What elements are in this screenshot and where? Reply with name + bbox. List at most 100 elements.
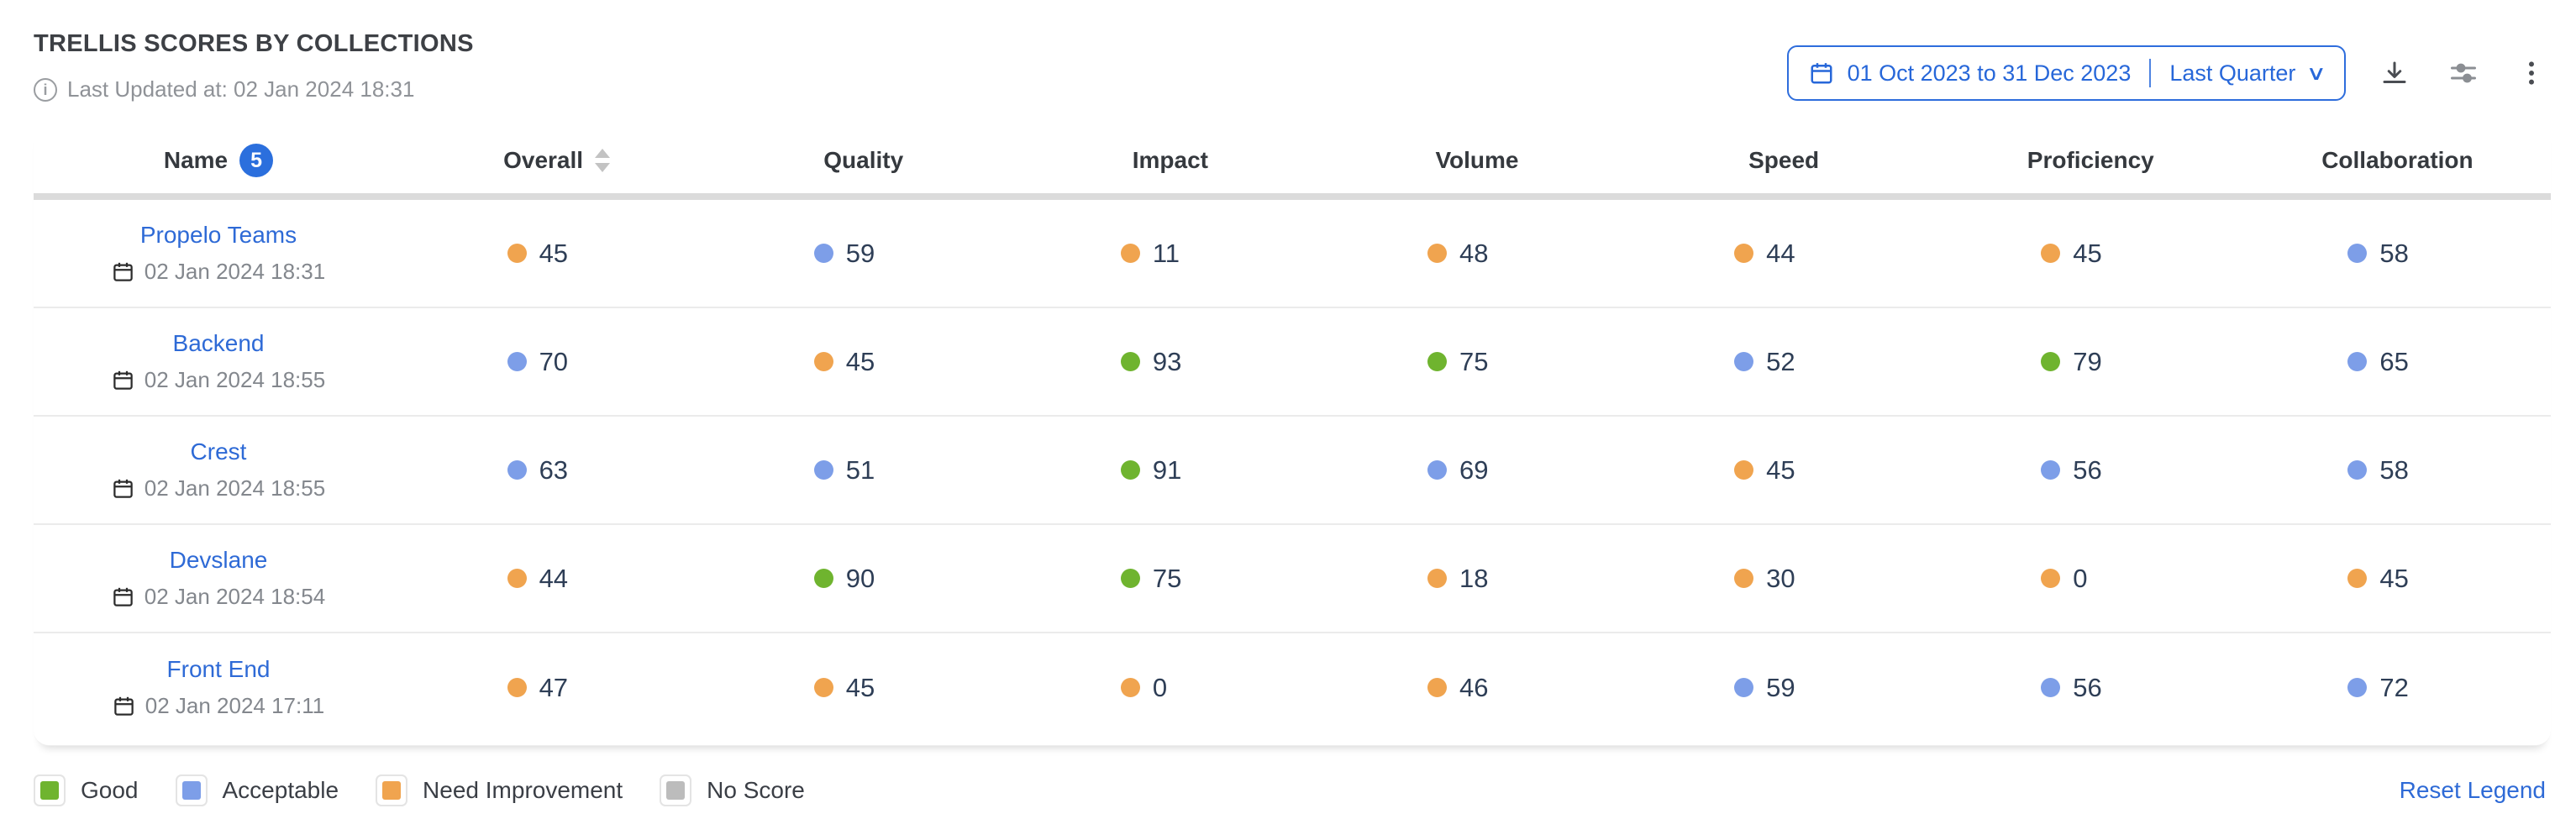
- score-value: 11: [1152, 238, 1180, 268]
- score-status-dot: [813, 569, 833, 588]
- score-value-group: 58: [2347, 455, 2447, 486]
- collection-name-link[interactable]: Backend: [172, 330, 265, 356]
- score-status-dot: [813, 352, 833, 371]
- score-status-dot: [1734, 569, 1754, 588]
- score-value: 63: [539, 454, 569, 485]
- score-value-group: 63: [507, 455, 607, 486]
- timestamp-text: 02 Jan 2024 17:11: [145, 693, 325, 718]
- score-value-group: 65: [2347, 347, 2447, 377]
- date-preset-text: Last Quarter: [2169, 60, 2296, 86]
- info-icon: i: [34, 77, 57, 102]
- score-status-dot: [2041, 460, 2061, 480]
- score-value-group: 51: [813, 455, 913, 486]
- date-range-text: 01 Oct 2023 to 31 Dec 2023: [1847, 60, 2132, 86]
- score-cell-speed: 30: [1631, 564, 1937, 594]
- score-value: 45: [539, 238, 569, 268]
- table-header-row: Name 5 Overall Quality Impact Volume Speed Prof…: [34, 128, 2551, 200]
- score-status-dot: [1120, 460, 1140, 480]
- score-cell-speed: 44: [1631, 239, 1937, 269]
- column-header-label: Quality: [823, 147, 904, 173]
- date-separator: [2149, 59, 2152, 87]
- page-title: TRELLIS SCORES BY COLLECTIONS: [34, 30, 474, 57]
- name-cell: Propelo Teams 02 Jan 2024 18:31: [34, 222, 403, 285]
- collection-name-link[interactable]: Propelo Teams: [139, 222, 297, 248]
- legend-label: No Score: [707, 777, 805, 803]
- legend-checkbox: [175, 774, 208, 806]
- score-value-group: 58: [2347, 239, 2447, 269]
- column-header-collaboration: Collaboration: [2244, 147, 2551, 174]
- score-value-group: 44: [507, 564, 607, 594]
- score-value: 45: [2379, 563, 2409, 593]
- score-cell-volume: 69: [1323, 455, 1630, 486]
- chevron-down-icon: ∨: [2305, 61, 2327, 85]
- score-status-dot: [2347, 678, 2368, 697]
- score-status-dot: [2041, 569, 2061, 588]
- column-header-label: Collaboration: [2321, 147, 2473, 173]
- timestamp-text: 02 Jan 2024 18:55: [144, 367, 326, 392]
- download-button[interactable]: [2374, 53, 2415, 93]
- legend-item-no_score[interactable]: No Score: [660, 774, 805, 806]
- score-cell-collaboration: 72: [2244, 673, 2551, 703]
- timestamp-text: 02 Jan 2024 18:31: [144, 259, 326, 284]
- row-updated-timestamp: 02 Jan 2024 18:31: [112, 259, 325, 285]
- score-value: 45: [2073, 238, 2102, 268]
- score-cell-collaboration: 58: [2244, 239, 2551, 269]
- score-status-dot: [507, 678, 527, 697]
- score-value: 58: [2379, 238, 2409, 268]
- row-updated-timestamp: 02 Jan 2024 17:11: [113, 693, 324, 719]
- column-header-label: Speed: [1748, 147, 1820, 173]
- date-range-button[interactable]: 01 Oct 2023 to 31 Dec 2023 Last Quarter …: [1786, 45, 2346, 101]
- score-status-dot: [1120, 678, 1140, 697]
- score-cell-overall: 47: [403, 673, 710, 703]
- table-row: Front End 02 Jan 2024 17:11 47 45 0 46 59 56 72: [34, 633, 2551, 742]
- collection-name-link[interactable]: Crest: [190, 438, 247, 465]
- score-status-dot: [1427, 569, 1447, 588]
- legend-item-need_improvement[interactable]: Need Improvement: [376, 774, 623, 806]
- score-status-dot: [507, 569, 527, 588]
- score-cell-quality: 45: [710, 347, 1017, 377]
- row-updated-timestamp: 02 Jan 2024 18:54: [112, 584, 325, 610]
- kebab-menu-icon: [2529, 61, 2534, 85]
- table-row: Devslane 02 Jan 2024 18:54 44 90 75 18 30 0 45: [34, 525, 2551, 633]
- legend-item-good[interactable]: Good: [34, 774, 139, 806]
- score-cell-quality: 51: [710, 455, 1017, 486]
- column-header-impact: Impact: [1017, 147, 1323, 174]
- settings-button[interactable]: [2443, 53, 2484, 93]
- score-cell-speed: 52: [1631, 347, 1937, 377]
- collection-name-link[interactable]: Devslane: [169, 547, 268, 573]
- score-value-group: 44: [1734, 239, 1833, 269]
- more-options-button[interactable]: [2512, 53, 2551, 93]
- widget-header: TRELLIS SCORES BY COLLECTIONS i Last Upd…: [34, 30, 2551, 102]
- score-value-group: 56: [2041, 455, 2140, 486]
- score-value: 59: [845, 238, 875, 268]
- calendar-icon: [112, 260, 134, 283]
- score-value: 59: [1766, 672, 1795, 702]
- collection-name-link[interactable]: Front End: [166, 656, 271, 682]
- legend-color-swatch: [666, 781, 686, 800]
- column-header-overall[interactable]: Overall: [403, 147, 710, 174]
- score-status-dot: [1120, 352, 1140, 371]
- column-header-label: Overall: [503, 147, 584, 173]
- score-cell-volume: 75: [1323, 347, 1630, 377]
- legend-item-acceptable[interactable]: Acceptable: [175, 774, 339, 806]
- reset-legend-link[interactable]: Reset Legend: [2399, 777, 2546, 803]
- column-header-quality: Quality: [710, 147, 1017, 174]
- calendar-icon: [112, 477, 134, 500]
- score-status-dot: [2041, 352, 2061, 371]
- score-status-dot: [2041, 678, 2061, 697]
- score-value-group: 56: [2041, 673, 2140, 703]
- score-value-group: 93: [1120, 346, 1220, 377]
- score-cell-impact: 75: [1017, 564, 1323, 594]
- score-status-dot: [1427, 678, 1447, 697]
- score-value: 93: [1152, 346, 1182, 376]
- score-status-dot: [507, 460, 527, 480]
- score-cell-collaboration: 65: [2244, 347, 2551, 377]
- score-value: 90: [845, 563, 875, 593]
- scores-table: Name 5 Overall Quality Impact Volume Speed Prof…: [34, 128, 2551, 746]
- sort-icon[interactable]: [595, 149, 611, 172]
- score-value-group: 70: [507, 347, 607, 377]
- score-status-dot: [1734, 460, 1754, 480]
- score-value-group: 75: [1427, 347, 1527, 377]
- score-value: 79: [2073, 346, 2102, 376]
- score-cell-speed: 59: [1631, 673, 1937, 703]
